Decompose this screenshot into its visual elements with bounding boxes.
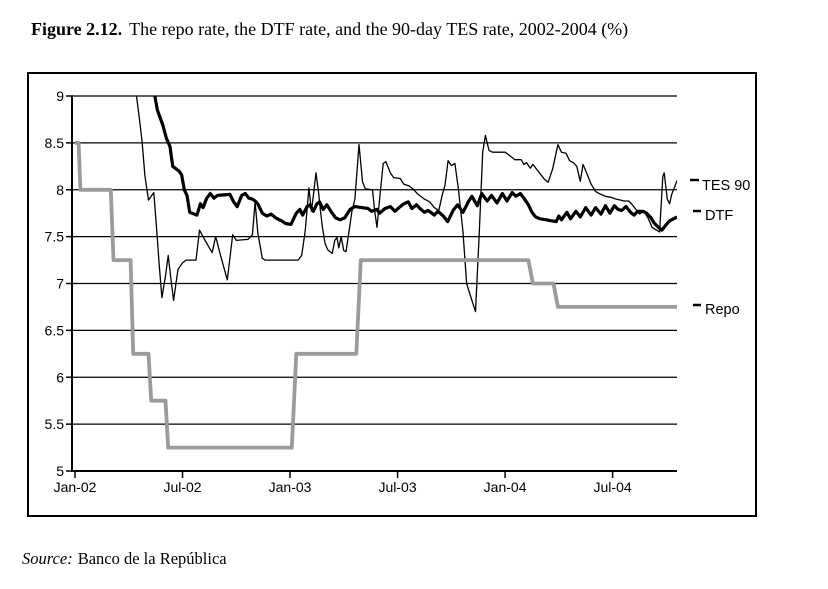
legend-label-dtf: DTF — [705, 208, 733, 224]
y-axis-tick-label: 5 — [56, 463, 64, 479]
source-text: Banco de la República — [77, 549, 227, 568]
legend-label-repo: Repo — [705, 302, 740, 318]
y-axis-tick-label: 8 — [56, 182, 64, 198]
y-axis-tick-label: 5.5 — [45, 416, 65, 432]
y-axis-tick-label: 7.5 — [45, 229, 65, 245]
figure-number-label: Figure 2.12. — [31, 19, 123, 39]
y-axis-tick-label: 6 — [56, 369, 64, 385]
x-axis-tick-label: Jan-02 — [54, 479, 97, 495]
rates-line-chart: 5 5.5 6 6.5 7 7.5 8 8.5 9 Jan-02 Jul-02 Jan-03 Jul-0… — [45, 88, 751, 495]
source-line: Source: Banco de la República — [22, 549, 227, 569]
y-axis-tick-label: 7 — [56, 276, 64, 292]
series-line-tes-90 — [135, 95, 677, 313]
chart-frame: 5 5.5 6 6.5 7 7.5 8 8.5 9 Jan-02 Jul-02 Jan-03 Jul-0… — [27, 72, 757, 517]
x-axis-tick-label: Jul-04 — [594, 479, 632, 495]
figure-title: Figure 2.12. The repo rate, the DTF rate,… — [31, 19, 628, 40]
y-axis-tick-label: 8.5 — [45, 135, 65, 151]
x-axis-tick-label: Jan-04 — [484, 479, 527, 495]
legend-label-tes90: TES 90 — [702, 178, 750, 194]
x-axis-tick-label: Jul-03 — [378, 479, 416, 495]
y-axis-tick-label: 9 — [56, 88, 64, 104]
chart-legend: TES 90 DTF Repo — [690, 178, 750, 318]
x-axis-tick-label: Jul-02 — [163, 479, 201, 495]
source-label: Source: — [22, 549, 73, 568]
figure-title-text: The repo rate, the DTF rate, and the 90-… — [129, 19, 629, 39]
series-line-repo — [75, 141, 677, 450]
x-axis-tick-label: Jan-03 — [269, 479, 312, 495]
series-line-dtf — [153, 95, 677, 232]
y-axis-tick-label: 6.5 — [45, 322, 65, 338]
chart-generated-layer: 5 5.5 6 6.5 7 7.5 8 8.5 9 Jan-02 Jul-02 Jan-03 Jul-0… — [45, 88, 677, 495]
